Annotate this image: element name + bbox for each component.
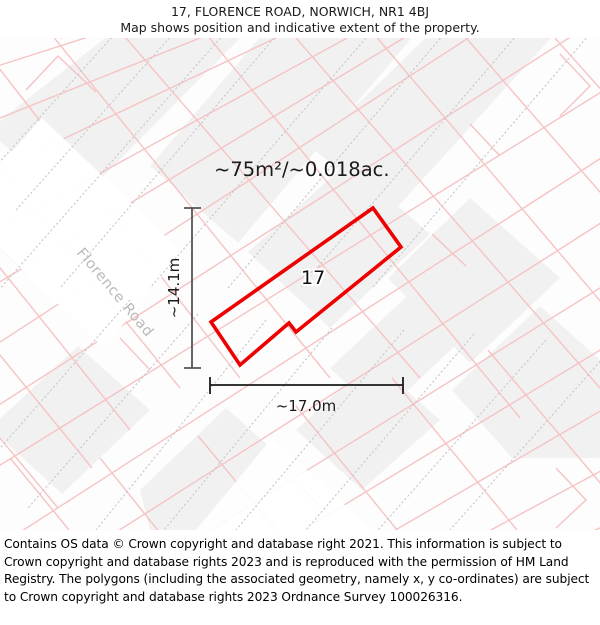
copyright-notice: Contains OS data © Crown copyright and d… [4, 537, 590, 604]
map-header: 17, FLORENCE ROAD, NORWICH, NR1 4BJ Map … [0, 0, 600, 38]
map-footer: Contains OS data © Crown copyright and d… [0, 536, 600, 606]
map-canvas[interactable]: Florence Road ~75m²/~0.018ac. ~14.1m ~17… [0, 38, 600, 530]
vertical-dimension-label-group: ~14.1m [165, 258, 183, 319]
horizontal-dimension-label: ~17.0m [276, 397, 337, 415]
horizontal-dimension [209, 377, 404, 394]
vertical-dimension-label: ~14.1m [165, 258, 183, 319]
florence-road-corridor [0, 118, 372, 530]
page-title: 17, FLORENCE ROAD, NORWICH, NR1 4BJ [170, 4, 430, 19]
plot-number: 17 [301, 267, 325, 289]
plot-number-halo: 17 [301, 267, 325, 289]
plot-number-group: 17 17 [299, 265, 327, 291]
area-label: ~75m²/~0.018ac. [214, 158, 390, 181]
property-boundary-polygon[interactable] [208, 205, 404, 368]
page-subtitle: Map shows position and indicative extent… [120, 20, 480, 35]
parcel-lines-b [0, 38, 600, 530]
vertical-dimension [184, 207, 201, 369]
road-edge-lines [0, 38, 600, 530]
map-svg: Florence Road ~75m²/~0.018ac. ~14.1m ~17… [0, 38, 600, 530]
